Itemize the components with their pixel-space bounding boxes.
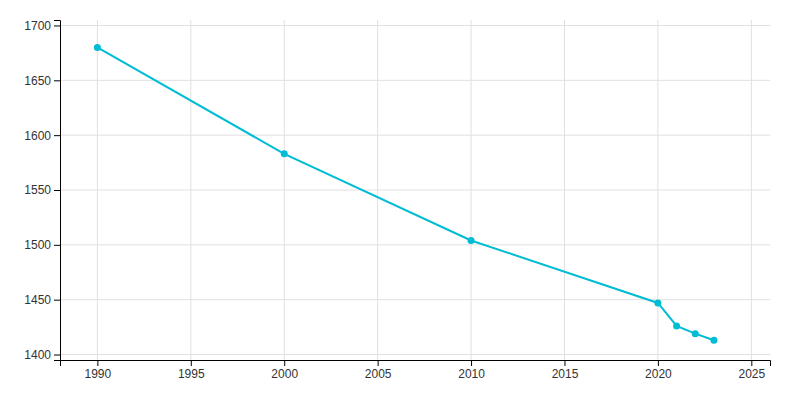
- x-tick-mark: [191, 360, 192, 366]
- y-tick: 1500: [24, 238, 60, 252]
- data-marks: [94, 44, 718, 344]
- point: [281, 150, 288, 157]
- x-axis-line: [61, 361, 771, 367]
- grid: [60, 20, 770, 360]
- grid-line: [657, 20, 658, 360]
- x-tick: 2000: [271, 360, 298, 381]
- x-tick: 2005: [365, 360, 392, 381]
- x-tick-mark: [751, 360, 752, 366]
- x-tick: 2015: [552, 360, 579, 381]
- y-tick-label: 1650: [24, 74, 51, 88]
- y-tick: 1550: [24, 183, 60, 197]
- y-tick-label: 1500: [24, 238, 51, 252]
- grid-line: [751, 20, 752, 360]
- grid-line: [564, 20, 565, 360]
- chart: 1990 1995 2000 2005 2010 2015 2020 2025 1400 1450…: [0, 0, 800, 400]
- y-axis: 1400 1450 1500 1550 1600 1650 1700: [24, 19, 60, 362]
- x-tick: 2025: [738, 360, 765, 381]
- y-tick-label: 1400: [24, 348, 51, 362]
- plot: 1990 1995 2000 2005 2010 2015 2020 2025 1400 1450…: [24, 19, 770, 381]
- y-tick: 1700: [24, 19, 60, 33]
- grid-line: [97, 20, 98, 360]
- grid-line: [60, 299, 770, 300]
- grid-line: [471, 20, 472, 360]
- x-tick-mark: [471, 360, 472, 366]
- grid-line: [60, 354, 770, 355]
- y-axis-line: [54, 21, 61, 361]
- grid-line: [377, 20, 378, 360]
- point: [673, 323, 680, 330]
- y-tick: 1650: [24, 74, 60, 88]
- point: [468, 237, 475, 244]
- y-tick-label: 1550: [24, 183, 51, 197]
- x-tick-label: 2015: [552, 367, 579, 381]
- y-tick-mark: [54, 80, 60, 81]
- y-tick-mark: [54, 245, 60, 246]
- x-tick: 2020: [645, 360, 672, 381]
- y-tick-mark: [54, 300, 60, 301]
- grid-line: [60, 244, 770, 245]
- y-tick-label: 1450: [24, 293, 51, 307]
- x-tick-mark: [97, 360, 98, 366]
- y-tick: 1400: [24, 348, 60, 362]
- point: [654, 299, 661, 306]
- x-tick-label: 2010: [458, 367, 485, 381]
- point: [94, 44, 101, 51]
- grid-line: [190, 20, 191, 360]
- y-tick: 1450: [24, 293, 60, 307]
- grid-line: [60, 80, 770, 81]
- x-tick-label: 1990: [85, 367, 112, 381]
- grid-line: [60, 135, 770, 136]
- grid-line: [60, 25, 770, 26]
- y-tick-label: 1700: [24, 19, 51, 33]
- y-tick-mark: [54, 355, 60, 356]
- point: [710, 337, 717, 344]
- x-tick-mark: [284, 360, 285, 366]
- x-tick-label: 2025: [738, 367, 765, 381]
- y-tick-mark: [54, 190, 60, 191]
- x-tick-label: 1995: [178, 367, 205, 381]
- grid-line: [284, 20, 285, 360]
- x-axis: 1990 1995 2000 2005 2010 2015 2020 2025: [61, 360, 771, 381]
- grid-line: [60, 190, 770, 191]
- x-tick: 1990: [85, 360, 112, 381]
- x-tick-label: 2020: [645, 367, 672, 381]
- x-tick-mark: [564, 360, 565, 366]
- x-tick: 2010: [458, 360, 485, 381]
- line: [97, 47, 714, 340]
- y-tick-mark: [54, 25, 60, 26]
- x-tick-mark: [378, 360, 379, 366]
- x-tick: 1995: [178, 360, 205, 381]
- y-tick-label: 1600: [24, 129, 51, 143]
- y-tick-mark: [54, 135, 60, 136]
- point: [692, 330, 699, 337]
- x-tick-mark: [658, 360, 659, 366]
- y-tick: 1600: [24, 129, 60, 143]
- x-tick-label: 2005: [365, 367, 392, 381]
- x-tick-label: 2000: [271, 367, 298, 381]
